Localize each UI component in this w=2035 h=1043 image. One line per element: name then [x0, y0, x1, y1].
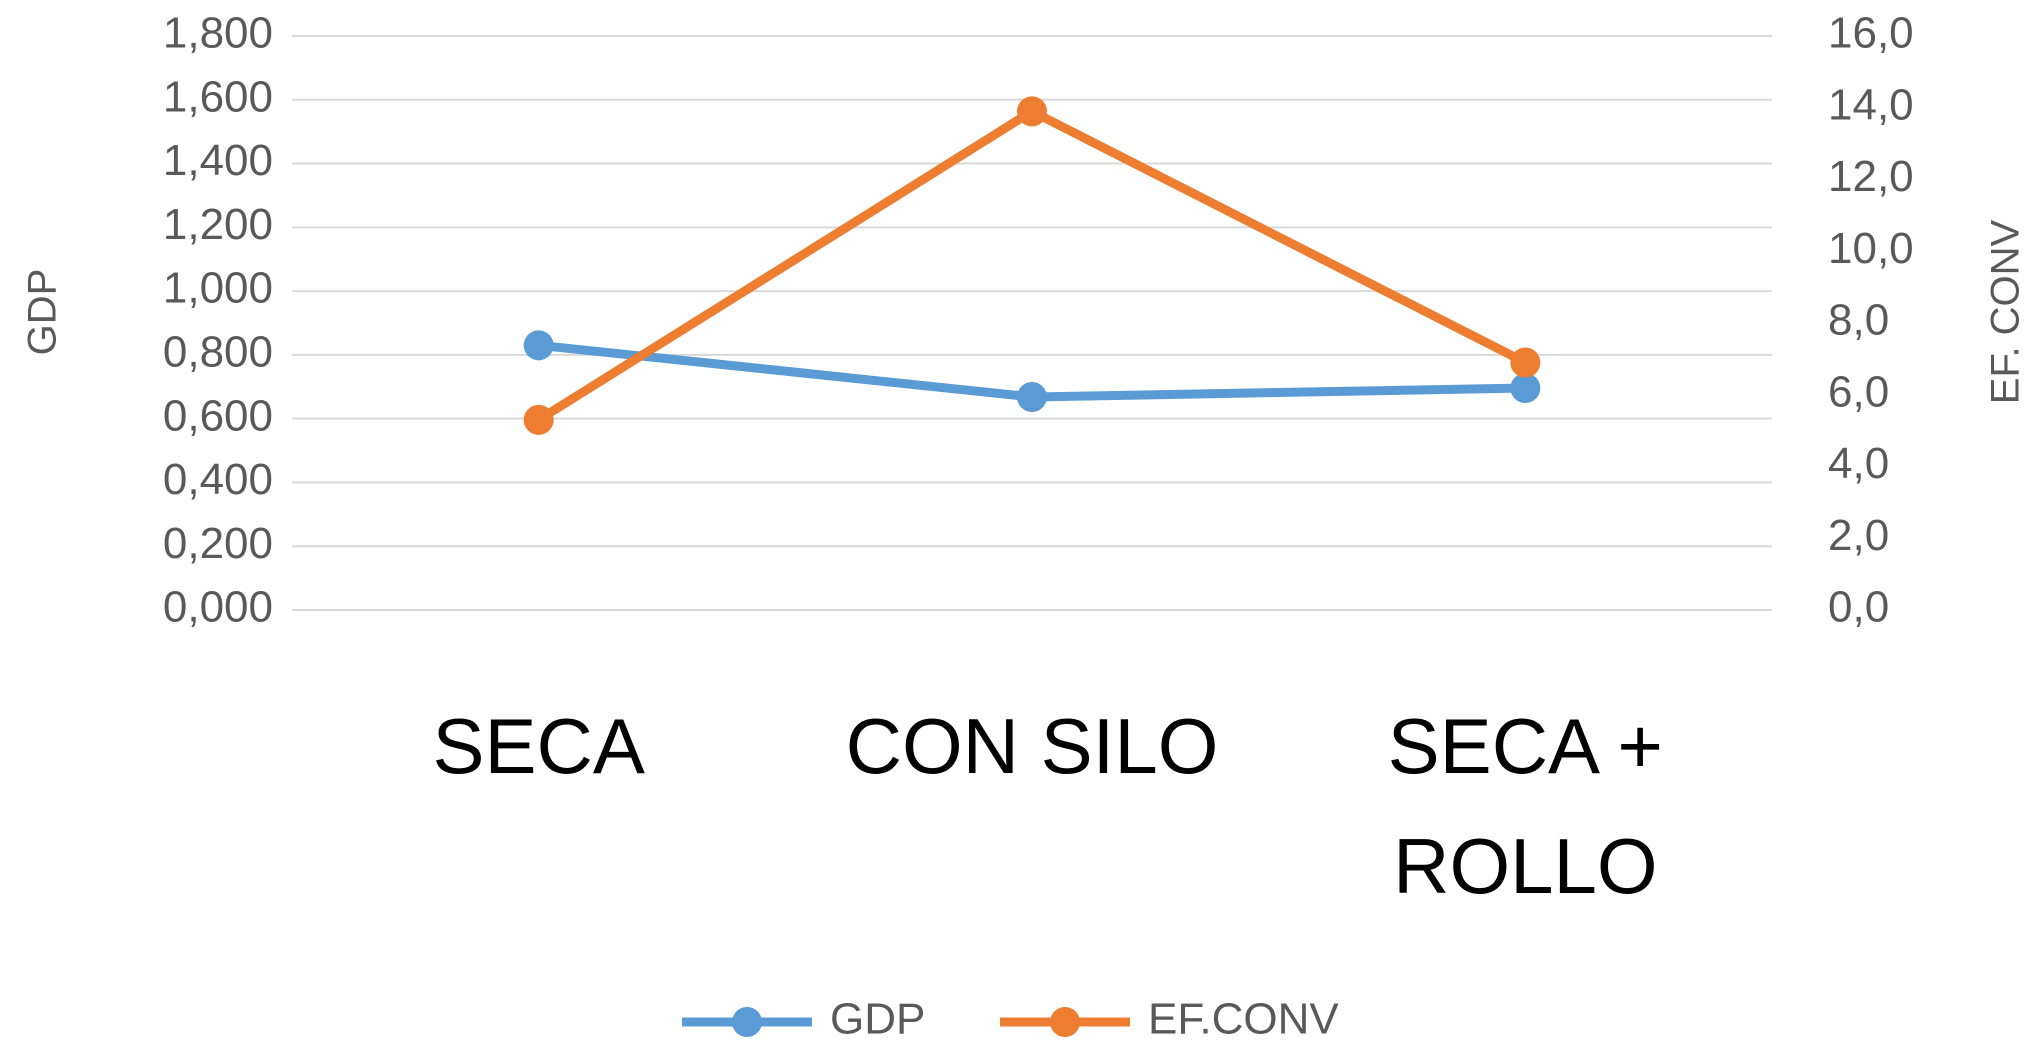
y2-tick-label: 2,0 [1828, 511, 1889, 560]
y2-tick-label: 4,0 [1828, 439, 1889, 488]
y-tick-label: 0,800 [163, 328, 273, 377]
data-point [1510, 373, 1541, 404]
data-point [1510, 347, 1541, 378]
y-axis-title: GDP [21, 269, 65, 356]
y-tick-label: 1,400 [163, 136, 273, 185]
y2-tick-label: 0,0 [1828, 583, 1889, 632]
x-tick-label: SECA + ROLLO [1387, 702, 1663, 910]
y-tick-label: 1,000 [163, 264, 273, 313]
x-tick-label: SECA [432, 702, 645, 790]
legend-label: EF.CONV [1148, 995, 1339, 1043]
x-tick-label: CON SILO [845, 702, 1219, 790]
y-tick-label: 1,800 [163, 9, 273, 58]
y2-tick-label: 16,0 [1828, 9, 1914, 58]
y2-tick-label: 12,0 [1828, 152, 1914, 201]
legend-marker [1050, 1007, 1080, 1037]
data-point [523, 404, 554, 435]
y2-tick-label: 14,0 [1828, 80, 1914, 129]
y2-tick-label: 10,0 [1828, 224, 1914, 273]
y-tick-label: 1,200 [163, 200, 273, 249]
y-tick-label: 0,200 [163, 519, 273, 568]
data-point [1017, 381, 1047, 412]
y2-tick-label: 8,0 [1828, 296, 1889, 345]
y-tick-label: 0,400 [163, 455, 273, 504]
legend-label: GDP [830, 995, 925, 1043]
y-tick-label: 0,000 [163, 583, 273, 632]
data-point [1017, 96, 1047, 127]
legend-marker [732, 1007, 762, 1037]
series-line [536, 106, 1528, 424]
y-tick-label: 0,600 [163, 391, 273, 440]
y-tick-label: 1,600 [163, 72, 273, 121]
data-point [523, 330, 554, 361]
y2-axis-title: EF. CONV [1984, 219, 2028, 404]
y2-tick-label: 6,0 [1828, 367, 1889, 416]
